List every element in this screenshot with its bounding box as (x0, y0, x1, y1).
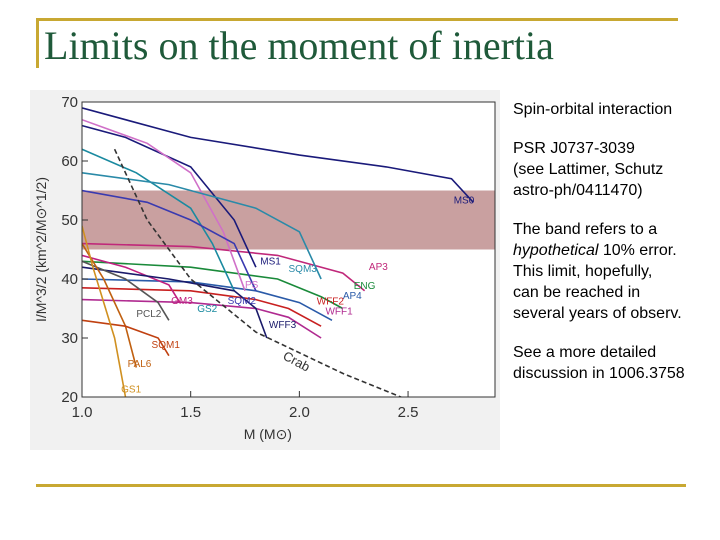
series-line-ps (82, 118, 246, 292)
bullet-see-more: See a more detailed discussion in 1006.3… (513, 344, 685, 382)
bullet-list: Spin-orbital interaction PSR J0737-3039 … (513, 99, 713, 402)
y-axis-label: I/M^3/2 (km^2/M⊙^1/2) (33, 177, 49, 322)
series-label-ps: PS (245, 280, 259, 291)
x-tick-label: 2.0 (289, 404, 310, 421)
series-label-pal6: PAL6 (128, 359, 152, 370)
series-label-gs2: GS2 (197, 304, 217, 315)
series-line-wff3 (82, 266, 268, 339)
y-tick-label: 40 (61, 271, 78, 288)
series-line-eng (82, 260, 344, 310)
y-tick-label: 60 (61, 153, 78, 170)
series-label-ms0: MS0 (454, 195, 475, 206)
series-line-gs2 (82, 148, 235, 292)
series-line-gs1 (82, 225, 127, 397)
bullet-band-pre: The band refers to a (513, 221, 658, 238)
plot-frame (81, 101, 496, 398)
x-tick-label: 1.0 (72, 404, 93, 421)
series-label-sqm1: SQM1 (152, 340, 181, 351)
x-tick-label: 2.5 (398, 404, 419, 421)
bottom-rule (36, 484, 686, 487)
series-line-sqm1 (82, 319, 170, 357)
series-label-eng: ENG (354, 281, 376, 292)
series-label-sqm3: SQM3 (289, 264, 318, 275)
top-rule (36, 18, 678, 21)
series-label-wff3: WFF3 (269, 320, 297, 331)
series-line-crab (113, 148, 403, 397)
series-label-ap4: AP4 (343, 291, 362, 302)
series-label-ap3: AP3 (369, 262, 388, 273)
series-line-ms1 (82, 124, 257, 268)
series-line-wff2 (82, 287, 322, 327)
bullet-band-hypothetical: hypothetical (513, 242, 599, 259)
moment-of-inertia-chart: 20 30 40 50 60 70 1.0 1.5 2.0 2.5 M (M⊙) I/M^3/2 (k… (30, 90, 500, 450)
series-label-gm3: GM3 (171, 296, 193, 307)
chart-svg: 20 30 40 50 60 70 1.0 1.5 2.0 2.5 M (M⊙) I/M^3/2 (k… (30, 90, 500, 450)
bullet-band: The band refers to a hypothetical 10% er… (513, 219, 713, 324)
bullet-psr: PSR J0737-3039 (see Lattimer, Schutz ast… (513, 140, 664, 199)
series-label-gs1: GS1 (121, 384, 141, 395)
y-tick-label: 20 (61, 389, 78, 406)
series-line-sqm3 (82, 172, 322, 280)
bullet-band-post: 10% error. This limit, hopefully, can be… (513, 242, 682, 322)
error-band (82, 190, 495, 250)
x-tick-label: 1.5 (180, 404, 201, 421)
series-label-wff2: WFF2 (317, 296, 345, 307)
series-label-ms1: MS1 (260, 256, 281, 267)
bullet-spin-orbital: Spin-orbital interaction (513, 101, 673, 118)
slide-title: Limits on the moment of inertia (44, 23, 554, 68)
series-line-pcl2 (82, 260, 170, 321)
series-label-pcl2: PCL2 (136, 309, 161, 320)
y-tick-label: 30 (61, 330, 78, 347)
series-line-sqm2 (82, 189, 257, 292)
y-tick-label: 70 (61, 94, 78, 111)
series-label-wff1: WFF1 (325, 306, 353, 317)
x-axis-label: M (M⊙) (244, 426, 292, 442)
y-tick-label: 50 (61, 212, 78, 229)
series-line-ms0 (82, 107, 474, 203)
series-label-sqm2: SQM2 (228, 296, 257, 307)
series-line-ap3 (82, 242, 366, 292)
left-rule (36, 18, 39, 68)
series-line-pal6 (82, 243, 138, 368)
